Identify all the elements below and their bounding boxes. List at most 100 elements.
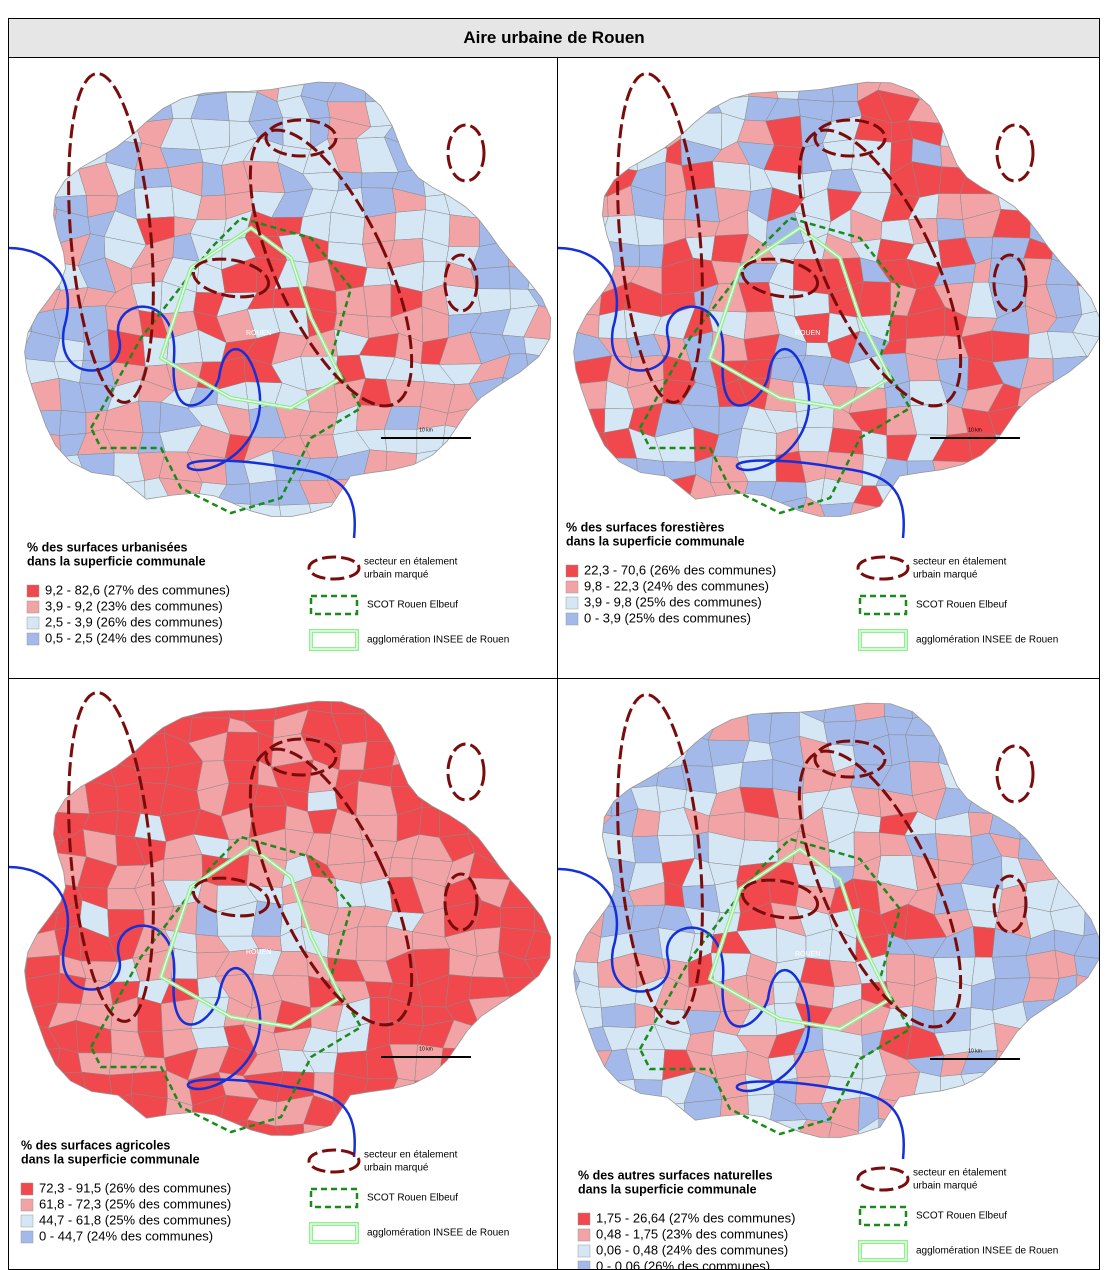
commune (1082, 716, 1100, 746)
commune (557, 1004, 583, 1034)
commune (422, 678, 451, 692)
legend-label: 0 - 0,06 (26% des communes) (596, 1258, 770, 1270)
commune (557, 283, 580, 314)
commune (467, 810, 505, 834)
commune (557, 404, 572, 433)
commune (442, 139, 475, 168)
commune (526, 708, 558, 746)
commune (79, 678, 113, 692)
commune (578, 782, 612, 816)
commune (1054, 552, 1086, 578)
commune (1080, 356, 1100, 391)
commune (737, 428, 777, 457)
legend-swatch (578, 1261, 590, 1270)
commune (8, 756, 28, 790)
commune (1074, 96, 1100, 127)
commune (131, 1094, 167, 1130)
commune (524, 99, 558, 116)
commune (395, 210, 426, 240)
commune (19, 500, 57, 530)
commune (532, 380, 558, 414)
map-panel: ROUEN10 km% des surfaces forestièresdans… (557, 57, 1100, 679)
commune (1080, 694, 1100, 720)
commune (500, 808, 534, 840)
commune (415, 692, 451, 720)
commune (1022, 94, 1057, 126)
commune (570, 166, 608, 197)
commune (747, 712, 772, 744)
commune (331, 692, 364, 714)
commune (439, 678, 476, 692)
commune (886, 954, 914, 986)
commune (83, 57, 114, 69)
commune (109, 57, 144, 71)
commune (477, 1096, 504, 1129)
commune (508, 451, 534, 485)
commune (661, 722, 695, 745)
commune (59, 1118, 88, 1141)
commune (22, 457, 61, 479)
commune (569, 116, 611, 149)
commune (308, 790, 338, 811)
commune (384, 429, 417, 453)
commune (496, 1140, 539, 1171)
commune (719, 1095, 749, 1131)
commune (557, 736, 581, 768)
legend-label: 0,06 - 0,48 (24% des communes) (596, 1242, 788, 1257)
key-agglo-inner (860, 631, 906, 649)
commune (568, 678, 597, 698)
commune (1046, 1095, 1079, 1129)
commune (1078, 167, 1100, 194)
commune (797, 57, 831, 77)
commune (969, 678, 1003, 696)
commune (1077, 860, 1100, 887)
commune (599, 760, 631, 788)
commune (739, 57, 773, 77)
commune (885, 678, 910, 687)
commune (862, 431, 887, 459)
commune (1073, 1168, 1100, 1204)
commune (1044, 1177, 1083, 1204)
commune (801, 549, 834, 580)
commune (500, 1126, 538, 1147)
commune (500, 187, 538, 216)
commune (33, 101, 61, 125)
commune (497, 693, 531, 718)
commune (411, 1119, 450, 1150)
commune (356, 1118, 392, 1149)
commune (639, 245, 664, 268)
commune (496, 57, 534, 71)
commune (479, 210, 508, 246)
commune (523, 550, 554, 576)
commune (1051, 530, 1086, 554)
communes (8, 678, 558, 1202)
commune (440, 715, 479, 745)
key-label: agglomération INSEE de Rouen (916, 1246, 1058, 1257)
commune (526, 354, 558, 389)
commune (8, 958, 27, 981)
commune (744, 689, 773, 714)
commune (557, 120, 581, 150)
key-label: SCOT Rouen Elbeuf (367, 600, 458, 611)
commune (627, 740, 661, 770)
commune (1019, 678, 1048, 692)
commune (394, 692, 425, 720)
legend-title: % des surfaces forestières (566, 520, 724, 534)
commune (663, 57, 686, 79)
legend-label: 9,2 - 82,6 (27% des communes) (45, 582, 230, 597)
commune (631, 114, 667, 148)
commune (8, 684, 34, 716)
key-agglo-inner (311, 631, 357, 649)
commune (1049, 453, 1086, 486)
commune (500, 735, 536, 766)
commune (936, 101, 976, 125)
commune (1046, 1070, 1076, 1098)
commune (8, 258, 33, 285)
commune (576, 479, 610, 509)
commune (1073, 791, 1100, 812)
legend-label: 3,9 - 9,2 (23% des communes) (45, 598, 223, 613)
key-label: SCOT Rouen Elbeuf (367, 1193, 458, 1204)
commune (1024, 69, 1058, 98)
commune (557, 1077, 584, 1099)
